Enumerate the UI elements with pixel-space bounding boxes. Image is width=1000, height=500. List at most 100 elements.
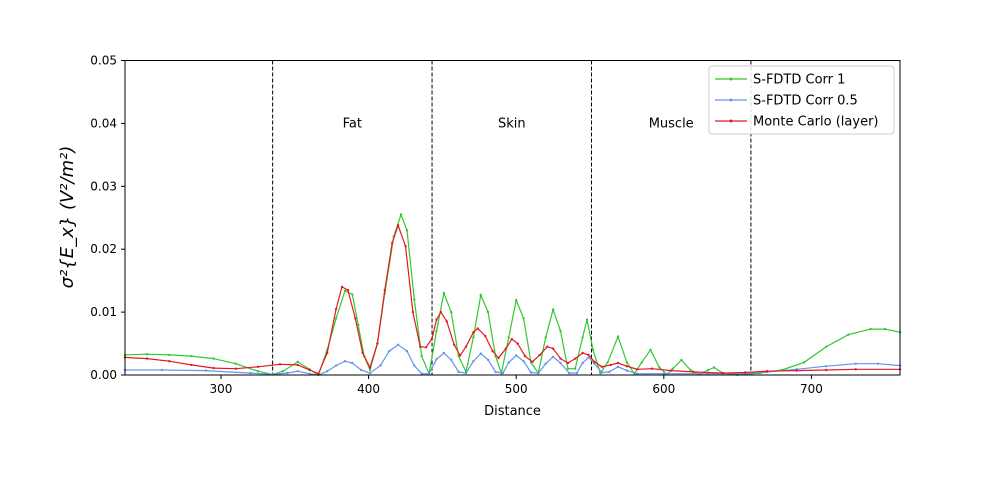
- series-1-point-7: [308, 372, 311, 375]
- series-1-point-37: [544, 362, 547, 365]
- series-1-point-32: [507, 361, 510, 364]
- series-0-point-53: [625, 361, 629, 364]
- series-2-point-52: [600, 365, 603, 368]
- series-0-point-29: [450, 310, 453, 314]
- series-2-point-47: [566, 361, 570, 365]
- series-2-point-56: [636, 368, 639, 371]
- series-2-point-55: [625, 365, 629, 368]
- series-0-point-49: [591, 348, 595, 351]
- series-1-point-2: [205, 369, 208, 372]
- series-2-point-19: [383, 288, 386, 292]
- series-2-point-17: [368, 366, 372, 369]
- series-1-point-56: [854, 362, 857, 365]
- series-2-point-1: [145, 357, 149, 360]
- series-2-point-62: [765, 370, 769, 373]
- series-0-point-56: [649, 348, 652, 351]
- series-2-point-42: [531, 360, 534, 363]
- series-2-point-46: [559, 357, 562, 360]
- series-1-point-15: [379, 364, 382, 367]
- series-1-point-21: [427, 372, 431, 375]
- series-0-point-24: [413, 298, 416, 301]
- series-0-point-6: [256, 370, 260, 373]
- series-1-point-35: [529, 371, 533, 374]
- series-2-point-45: [551, 347, 555, 350]
- legend-label-1: S-FDTD Corr 0.5: [753, 94, 858, 109]
- series-1-point-9: [326, 370, 329, 373]
- series-1-point-14: [368, 371, 372, 375]
- y-tick-label-0: 0.00: [90, 368, 117, 382]
- series-2-point-61: [743, 371, 747, 374]
- series-2-point-48: [574, 357, 577, 360]
- series-1-point-39: [559, 361, 562, 365]
- series-1-point-48: [625, 369, 629, 372]
- series-2-point-18: [376, 342, 379, 345]
- series-1-point-33: [515, 354, 518, 357]
- series-1-point-23: [442, 351, 446, 355]
- series-2-point-41: [523, 354, 527, 358]
- series-2-point-54: [616, 361, 620, 365]
- series-0-point-37: [507, 336, 510, 339]
- x-axis-label: Distance: [484, 404, 541, 419]
- x-tick-label-2: 500: [505, 382, 528, 396]
- series-1-point-12: [351, 361, 354, 365]
- series-1-point-38: [551, 355, 555, 358]
- series-2-point-4: [212, 366, 215, 370]
- series-2-point-58: [670, 369, 673, 372]
- series-1-point-31: [501, 371, 505, 375]
- series-2-point-27: [435, 318, 438, 321]
- series-2-point-16: [361, 351, 364, 355]
- series-0-point-9: [296, 360, 299, 363]
- series-2-point-60: [721, 371, 725, 375]
- series-2-point-12: [334, 307, 338, 311]
- y-tick-label-3: 0.03: [90, 179, 117, 193]
- series-0-point-23: [405, 229, 409, 232]
- series-2-point-14: [346, 288, 350, 292]
- series-2-point-2: [168, 360, 171, 363]
- plot-frame: [124, 60, 901, 376]
- series-1-point-5: [286, 371, 289, 375]
- series-2-point-24: [419, 345, 422, 348]
- series-1-point-44: [593, 362, 596, 365]
- series-0-point-1: [145, 353, 149, 356]
- series-0-point-32: [472, 336, 475, 339]
- series-2-point-5: [234, 367, 237, 370]
- series-2-point-23: [411, 310, 415, 314]
- series-0-point-42: [544, 336, 547, 339]
- series-2-point-57: [650, 367, 654, 370]
- series-1-point-17: [396, 343, 400, 346]
- series-0-point-70: [825, 345, 828, 348]
- series-2-point-22: [404, 244, 407, 248]
- series-1-point-49: [636, 372, 639, 375]
- series-1-point-27: [472, 360, 475, 363]
- series-2-point-25: [424, 346, 428, 349]
- series-2-point-10: [317, 372, 320, 375]
- series-1-point-43: [587, 356, 590, 359]
- series-lines: [123, 212, 902, 377]
- series-0-point-13: [334, 317, 338, 320]
- series-0-point-51: [606, 361, 609, 364]
- legend-marker-2: [729, 119, 733, 123]
- series-0-point-69: [802, 361, 806, 364]
- series-2-point-8: [296, 363, 299, 367]
- series-0-point-71: [847, 333, 850, 336]
- series-0-point-72: [869, 327, 872, 331]
- series-1-point-24: [450, 358, 453, 362]
- series-0-point-28: [442, 292, 446, 295]
- series-2-point-65: [854, 368, 857, 371]
- series-1-point-29: [486, 358, 490, 362]
- series-1-point-42: [581, 361, 584, 365]
- series-2-point-37: [497, 356, 500, 360]
- y-tick-label-4: 0.04: [90, 116, 117, 130]
- series-1-point-11: [343, 360, 347, 363]
- series-0-point-43: [551, 308, 555, 311]
- region-label-1: Skin: [498, 116, 526, 131]
- series-0-point-48: [585, 318, 589, 321]
- series-0-point-60: [680, 358, 683, 362]
- series-1-point-45: [600, 371, 603, 374]
- series-0-point-64: [712, 366, 716, 369]
- series-2-point-6: [256, 365, 260, 368]
- series-1-point-50: [662, 372, 665, 375]
- series-2-point-20: [391, 241, 394, 245]
- series-1-point-10: [334, 364, 338, 367]
